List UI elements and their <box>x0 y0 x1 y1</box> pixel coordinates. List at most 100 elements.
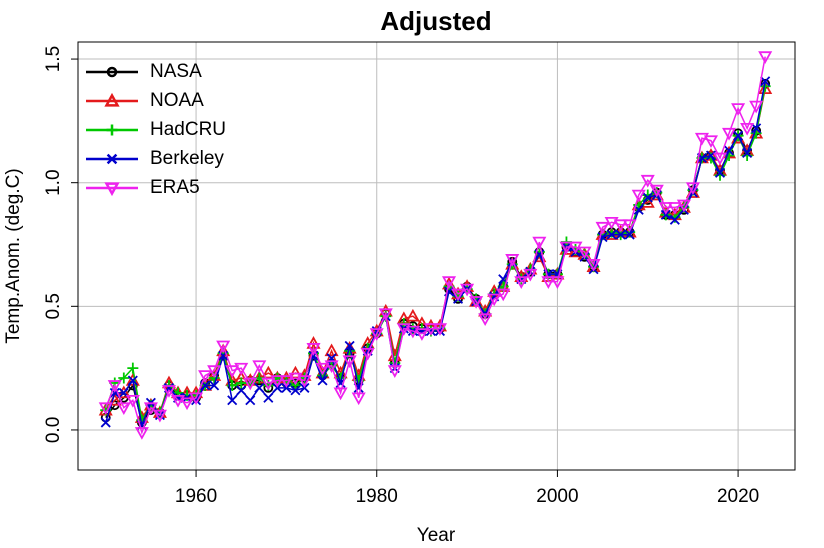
marker <box>541 276 556 289</box>
marker <box>414 328 429 341</box>
marker <box>118 372 130 384</box>
marker <box>586 258 601 272</box>
marker <box>360 347 375 361</box>
marker <box>315 362 330 376</box>
marker <box>640 174 655 188</box>
marker <box>324 343 339 357</box>
marker <box>209 380 220 391</box>
marker <box>152 409 167 423</box>
marker <box>342 355 357 369</box>
marker <box>106 66 118 78</box>
marker <box>281 382 292 393</box>
marker <box>523 268 538 282</box>
marker <box>143 402 158 416</box>
legend-item: NASA <box>86 61 202 82</box>
marker <box>758 51 773 64</box>
marker <box>432 323 448 336</box>
marker <box>731 103 746 116</box>
legend-label: Berkeley <box>150 148 224 169</box>
marker <box>615 229 626 240</box>
marker <box>254 382 265 393</box>
marker <box>378 308 393 322</box>
legend-item: Berkeley <box>86 148 224 169</box>
marker <box>649 184 664 198</box>
marker <box>288 372 303 386</box>
marker <box>161 385 176 398</box>
marker <box>751 123 762 134</box>
marker <box>550 276 565 289</box>
marker <box>667 202 682 215</box>
legend-item: ERA5 <box>86 177 200 198</box>
marker <box>705 150 717 161</box>
marker <box>104 182 120 197</box>
marker <box>263 392 274 403</box>
marker <box>106 153 118 165</box>
marker <box>496 288 511 302</box>
marker <box>134 427 149 440</box>
marker <box>387 365 402 378</box>
marker <box>127 362 139 374</box>
marker <box>740 122 755 136</box>
marker <box>703 135 719 149</box>
marker <box>252 360 267 374</box>
marker <box>760 76 771 87</box>
marker <box>487 293 502 307</box>
marker <box>658 202 673 215</box>
marker <box>189 392 204 406</box>
marker <box>624 229 635 240</box>
marker <box>279 375 294 388</box>
y-tick-label: 0.5 <box>43 293 64 319</box>
marker <box>469 296 484 309</box>
y-tick-label: 1.0 <box>43 169 64 195</box>
chart-title: Adjusted <box>380 6 491 36</box>
marker <box>261 365 276 379</box>
marker <box>351 392 366 406</box>
plot-frame <box>77 41 796 471</box>
marker <box>299 382 310 393</box>
marker <box>613 219 628 233</box>
marker <box>660 209 671 220</box>
marker <box>441 276 457 289</box>
y-tick-label: 1.5 <box>43 46 64 72</box>
marker <box>324 360 339 374</box>
marker <box>606 229 617 240</box>
marker <box>396 323 411 336</box>
marker <box>125 394 140 408</box>
marker <box>733 130 744 141</box>
legend-label: NASA <box>150 61 202 82</box>
marker <box>604 216 619 230</box>
marker <box>559 241 574 255</box>
marker <box>261 377 276 391</box>
marker <box>180 397 195 411</box>
marker <box>297 375 312 388</box>
legend-label: HadCRU <box>150 119 226 140</box>
x-tick-label: 1960 <box>175 486 217 507</box>
marker <box>227 395 238 406</box>
marker <box>722 127 737 141</box>
x-tick-label: 2000 <box>536 486 578 507</box>
marker <box>685 182 700 195</box>
marker <box>104 92 120 107</box>
marker <box>423 323 438 336</box>
marker <box>478 313 493 327</box>
marker <box>742 147 753 159</box>
marker <box>245 395 256 406</box>
marker <box>369 328 384 341</box>
marker <box>243 377 258 391</box>
marker <box>642 192 653 203</box>
marker <box>532 236 547 250</box>
marker <box>676 199 691 213</box>
marker <box>451 288 466 302</box>
marker <box>405 325 420 339</box>
marker <box>758 81 773 95</box>
marker <box>198 370 213 383</box>
marker <box>712 152 728 166</box>
marker <box>714 167 726 178</box>
legend-label: ERA5 <box>150 177 200 198</box>
legend-item: HadCRU <box>86 119 226 140</box>
marker <box>749 100 764 114</box>
marker <box>98 402 113 416</box>
marker <box>306 343 321 356</box>
marker <box>333 387 348 401</box>
